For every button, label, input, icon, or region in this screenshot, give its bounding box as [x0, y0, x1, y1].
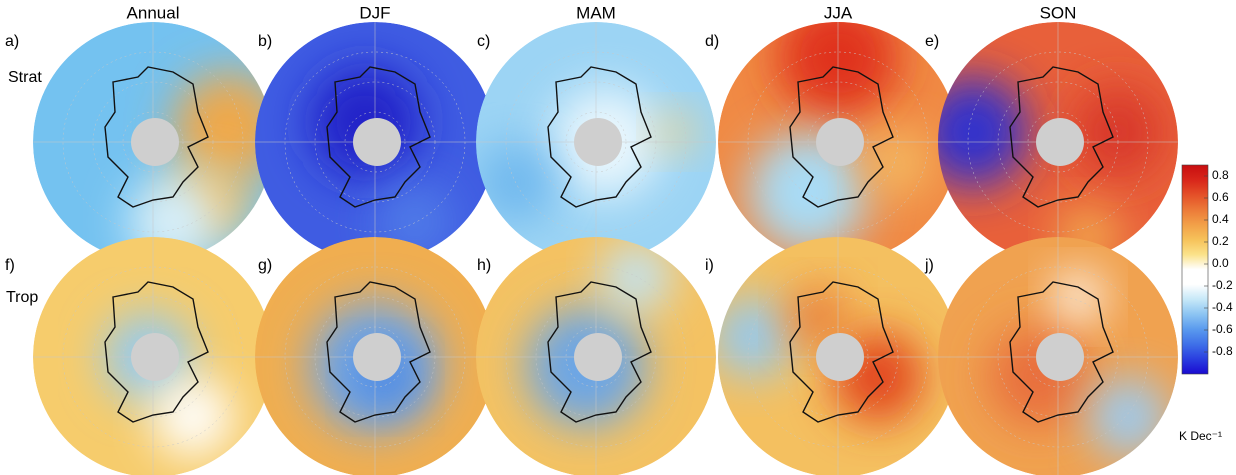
column-title: JJA: [824, 3, 853, 22]
polar-map: [938, 237, 1178, 475]
panel-label: j): [924, 257, 934, 274]
map-field: [153, 377, 233, 457]
column-title: SON: [1040, 3, 1077, 22]
panel-label: a): [5, 33, 19, 50]
row-label: Strat: [8, 69, 42, 86]
coastline: [326, 281, 431, 423]
colorbar-unit: K Dec⁻¹: [1179, 429, 1222, 443]
pole-mask: [574, 333, 622, 381]
panel-label: b): [258, 33, 272, 50]
pole-mask: [816, 118, 864, 166]
pole-mask: [131, 333, 179, 381]
coastline: [104, 281, 209, 423]
panel-label: g): [258, 257, 272, 274]
polar-map: [718, 237, 958, 475]
panel-label: d): [705, 33, 719, 50]
map-field: [1088, 377, 1168, 457]
polar-map: [938, 22, 1178, 262]
map-field: [788, 287, 848, 347]
polar-map: [33, 22, 273, 262]
coastline: [547, 66, 652, 208]
colorbar-ramp: [1181, 164, 1209, 375]
coastline: [789, 66, 894, 208]
pole-mask: [131, 118, 179, 166]
colorbar-tick-label: 0.6: [1212, 190, 1229, 204]
column-title: MAM: [576, 3, 616, 22]
colorbar-tick-label: 0.8: [1212, 168, 1229, 182]
colorbar-tick-label: -0.2: [1212, 278, 1233, 292]
colorbar-tick-label: 0.2: [1212, 234, 1229, 248]
colorbar-tick-label: -0.4: [1212, 300, 1233, 314]
coastline: [1009, 66, 1114, 208]
pole-mask: [1036, 118, 1084, 166]
map-field: [601, 242, 671, 312]
map-field: [863, 127, 933, 197]
row-label: Trop: [6, 289, 38, 306]
pole-mask: [574, 118, 622, 166]
panels: a) b) c) d) e) f) g) h) i) j) Annual DJF MAM JJA SON: [5, 3, 1178, 475]
panel-label: f): [5, 257, 15, 274]
map-field: [476, 142, 556, 222]
coastline: [326, 66, 431, 208]
panel-label: i): [705, 257, 714, 274]
map-field: [1073, 87, 1163, 177]
coastline: [789, 281, 894, 423]
map-field: [656, 112, 696, 152]
polar-map: [476, 237, 716, 475]
colorbar-tick-label: 0.0: [1212, 256, 1229, 270]
column-title: Annual: [127, 3, 180, 22]
colorbar: 0.8 0.6 0.4 0.2 0.0 -0.2 -0.4 -0.6 -0.8 K Dec⁻¹: [1179, 164, 1233, 443]
coastline: [104, 66, 209, 208]
polar-map: [718, 22, 958, 262]
map-field: [718, 297, 793, 377]
colorbar-tick-label: -0.6: [1212, 322, 1233, 336]
map-field: [173, 72, 273, 182]
pole-mask: [1036, 333, 1084, 381]
pole-mask: [353, 118, 401, 166]
colorbar-tick-label: 0.4: [1212, 212, 1229, 226]
panel-label: c): [477, 33, 490, 50]
panel-label: e): [925, 33, 939, 50]
pole-mask: [353, 333, 401, 381]
polar-map: [33, 237, 273, 475]
polar-map: [255, 237, 495, 475]
pole-mask: [816, 333, 864, 381]
colorbar-tick-label: -0.8: [1212, 344, 1233, 358]
coastline: [547, 281, 652, 423]
column-title: DJF: [359, 3, 390, 22]
polar-map: [476, 22, 716, 262]
panel-label: h): [477, 257, 491, 274]
coastline: [1009, 281, 1114, 423]
polar-map: [255, 22, 495, 262]
